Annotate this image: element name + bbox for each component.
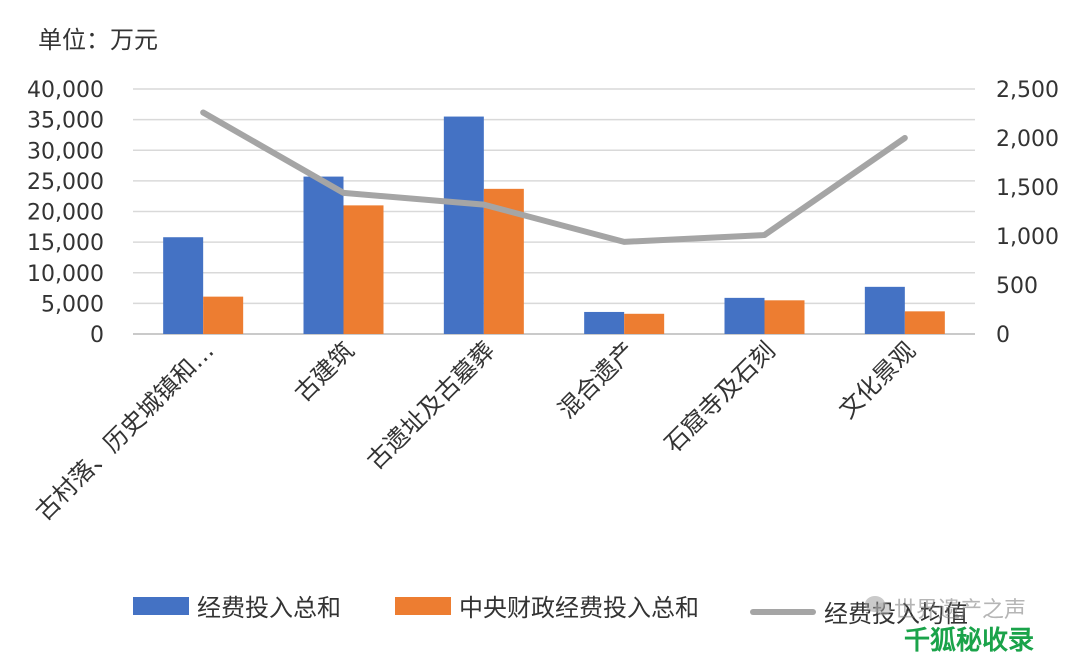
combo-chart: 0 5,000 10,000 15,000 20,000 25,000 30,000 35,0… bbox=[27, 78, 1059, 526]
legend-item-average: 经费投入均值 bbox=[750, 594, 968, 629]
legend-swatch-orange bbox=[395, 596, 451, 615]
category-label: 古遗址及古墓葬 bbox=[361, 336, 500, 475]
bar-central bbox=[624, 313, 665, 334]
left-tick-label: 15,000 bbox=[27, 231, 104, 256]
right-tick-label: 1,500 bbox=[996, 176, 1059, 201]
watermark-bottom-text: 千狐秘收录 bbox=[904, 626, 1035, 656]
right-tick-label: 2,000 bbox=[996, 127, 1059, 152]
category-label: 古村落、历史城镇和… bbox=[30, 336, 220, 526]
average-point bbox=[623, 241, 625, 243]
category-label: 混合遗产 bbox=[553, 336, 641, 424]
category-labels: 古村落、历史城镇和… 古建筑 古遗址及古墓葬 混合遗产 石窟寺及石刻 文化景观 bbox=[30, 336, 921, 526]
watermark: 世界遗产之声 千狐秘收录 bbox=[864, 592, 1064, 656]
average-point bbox=[202, 112, 204, 114]
left-axis-ticks: 0 5,000 10,000 15,000 20,000 25,000 30,000 35,0… bbox=[27, 78, 104, 348]
right-axis-ticks: 0 500 1,000 1,500 2,000 2,500 bbox=[996, 78, 1059, 348]
bar-total bbox=[303, 176, 344, 334]
left-tick-label: 20,000 bbox=[27, 201, 104, 226]
bar-central bbox=[203, 296, 244, 334]
wechat-icon bbox=[865, 596, 891, 616]
legend-label-average: 经费投入均值 bbox=[824, 600, 968, 628]
left-tick-label: 25,000 bbox=[27, 170, 104, 195]
average-point bbox=[483, 204, 485, 206]
bar-total bbox=[584, 311, 625, 334]
bar-central bbox=[904, 311, 945, 334]
right-tick-label: 1,000 bbox=[996, 225, 1059, 250]
bar-central bbox=[343, 205, 384, 334]
bar-total bbox=[443, 116, 484, 334]
average-point bbox=[764, 234, 765, 236]
legend-swatch-blue bbox=[133, 596, 189, 615]
legend-label-total: 经费投入总和 bbox=[197, 594, 341, 622]
left-tick-label: 40,000 bbox=[27, 78, 104, 103]
left-tick-label: 10,000 bbox=[27, 262, 104, 287]
legend-label-central: 中央财政经费投入总和 bbox=[459, 594, 699, 622]
average-line bbox=[200, 109, 908, 245]
bar-total bbox=[724, 297, 765, 334]
left-tick-label: 0 bbox=[90, 323, 104, 348]
legend-swatch-gray-line bbox=[750, 608, 816, 615]
category-label: 文化景观 bbox=[833, 336, 921, 424]
bar-central bbox=[764, 300, 805, 334]
legend: 经费投入总和 中央财政经费投入总和 经费投入均值 bbox=[0, 588, 1080, 628]
gridlines bbox=[133, 88, 975, 335]
bar-total bbox=[864, 286, 905, 334]
right-tick-label: 500 bbox=[996, 274, 1038, 299]
average-point bbox=[343, 192, 344, 194]
right-tick-label: 0 bbox=[996, 323, 1010, 348]
right-tick-label: 2,500 bbox=[996, 78, 1059, 103]
unit-label: 单位：万元 bbox=[38, 26, 158, 54]
average-point bbox=[904, 137, 906, 139]
left-tick-label: 5,000 bbox=[41, 292, 104, 317]
category-label: 石窟寺及石刻 bbox=[659, 336, 781, 458]
category-label: 古建筑 bbox=[289, 336, 360, 407]
left-tick-label: 35,000 bbox=[27, 109, 104, 134]
legend-item-total: 经费投入总和 bbox=[133, 588, 341, 623]
bar-total bbox=[163, 237, 204, 334]
watermark-top-text: 世界遗产之声 bbox=[894, 598, 1027, 623]
line-layer bbox=[200, 109, 908, 245]
left-tick-label: 30,000 bbox=[27, 139, 104, 164]
legend-item-central: 中央财政经费投入总和 bbox=[395, 588, 699, 623]
